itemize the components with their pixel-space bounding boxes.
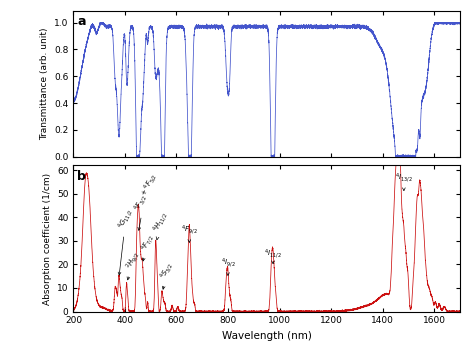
Text: a: a (77, 15, 86, 28)
Text: $^4I_{9/2}$: $^4I_{9/2}$ (220, 256, 235, 275)
Text: $^4F_{9/2}$: $^4F_{9/2}$ (181, 223, 198, 242)
Text: $^4I_{11/2}$: $^4I_{11/2}$ (264, 247, 282, 264)
X-axis label: Wavelength (nm): Wavelength (nm) (222, 331, 311, 341)
Text: b: b (77, 170, 86, 183)
Text: $^4S_{3/2}$: $^4S_{3/2}$ (158, 260, 176, 289)
Text: $^2H_{9/2}$: $^2H_{9/2}$ (123, 250, 142, 280)
Text: $^4F_{7/2}$: $^4F_{7/2}$ (138, 232, 157, 261)
Y-axis label: Transmittance (arb. unit): Transmittance (arb. unit) (40, 27, 49, 140)
Text: $^4I_{13/2}$: $^4I_{13/2}$ (395, 171, 413, 190)
Text: $^4H_{11/2}$: $^4H_{11/2}$ (151, 209, 171, 240)
Y-axis label: Absorption coefficient (1/cm): Absorption coefficient (1/cm) (43, 172, 52, 304)
Text: $^4F_{3/2}+^4F_{5/2}$: $^4F_{3/2}+^4F_{5/2}$ (131, 170, 160, 230)
Text: $^4G_{11/2}$: $^4G_{11/2}$ (116, 207, 136, 275)
